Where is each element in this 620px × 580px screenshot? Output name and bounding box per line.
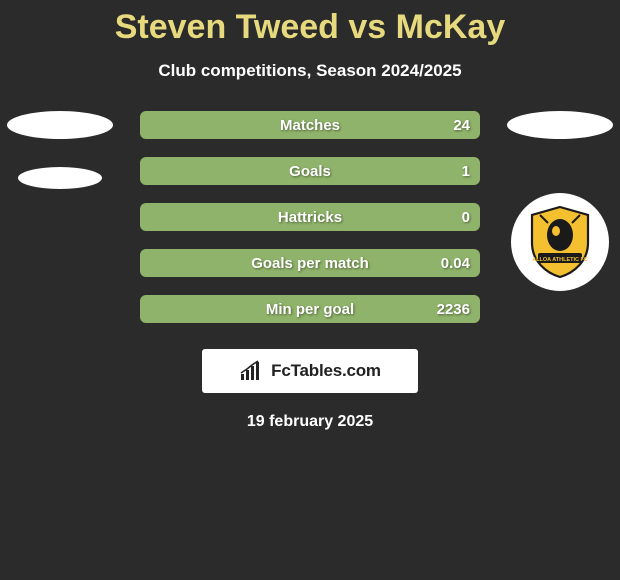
club-placeholder-icon [18,167,102,189]
branding-badge[interactable]: FcTables.com [202,349,418,393]
stat-row: Min per goal 2236 [140,295,480,323]
left-player-column [0,111,120,189]
stat-value: 1 [462,163,470,180]
stat-value: 24 [453,117,470,134]
stats-list: Matches 24 Goals 1 Hattricks 0 Goals per… [140,111,480,323]
svg-text:ALLOA ATHLETIC FC: ALLOA ATHLETIC FC [532,257,588,263]
player-placeholder-icon [7,111,113,139]
shield-icon: ALLOA ATHLETIC FC [528,205,592,279]
branding-text: FcTables.com [271,361,381,381]
stat-label: Min per goal [266,301,354,318]
right-player-column: ALLOA ATHLETIC FC [500,111,620,291]
stat-label: Goals per match [251,255,369,272]
stat-row: Hattricks 0 [140,203,480,231]
stat-label: Matches [280,117,340,134]
snapshot-date: 19 february 2025 [0,413,620,431]
stat-row: Goals 1 [140,157,480,185]
chart-icon [239,360,265,382]
stat-label: Hattricks [278,209,342,226]
stat-value: 0 [462,209,470,226]
season-subtitle: Club competitions, Season 2024/2025 [0,61,620,81]
stat-row: Matches 24 [140,111,480,139]
player-placeholder-icon [507,111,613,139]
comparison-panel: ALLOA ATHLETIC FC Matches 24 Goals 1 Hat… [0,111,620,431]
club-badge: ALLOA ATHLETIC FC [511,193,609,291]
stat-value: 2236 [437,301,470,318]
stat-value: 0.04 [441,255,470,272]
stat-label: Goals [289,163,331,180]
stat-row: Goals per match 0.04 [140,249,480,277]
page-title: Steven Tweed vs McKay [0,0,620,47]
